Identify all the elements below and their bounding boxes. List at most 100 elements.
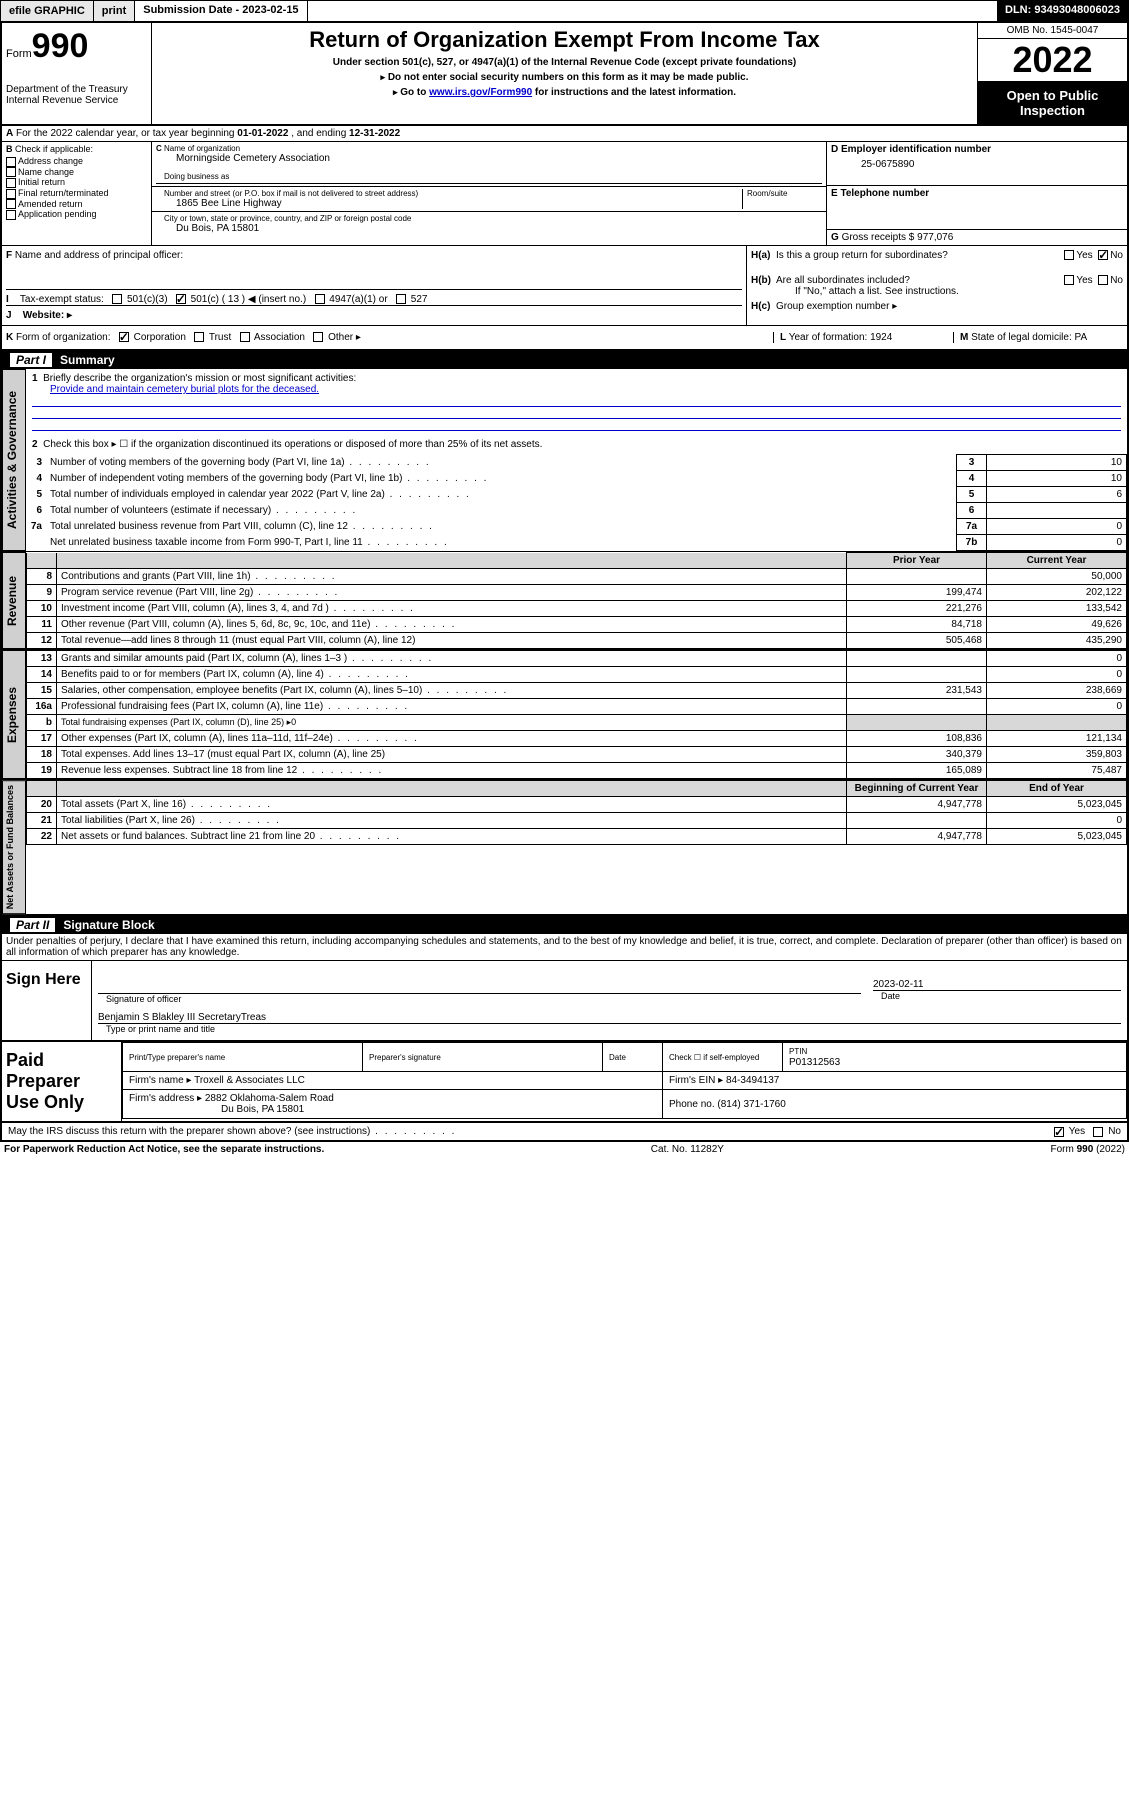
checkbox-4947[interactable] [315,294,325,304]
header-right: OMB No. 1545-0047 2022 Open to Public In… [977,23,1127,124]
dln: DLN: 93493048006023 [997,1,1128,21]
checkbox-discuss-yes[interactable] [1054,1127,1064,1137]
no-label-2: No [1110,275,1123,286]
checkbox-assoc[interactable] [240,332,250,342]
row-prior: 221,276 [847,601,987,617]
submission-date-value: 2023-02-15 [242,4,298,16]
omb-number: OMB No. 1545-0047 [978,23,1127,39]
row-text: Contributions and grants (Part VIII, lin… [61,571,337,582]
opt-501c3: 501(c)(3) [127,294,168,305]
room-label: Room/suite [747,189,822,198]
efile-graphic-label: efile GRAPHIC [1,1,94,21]
row-prior: 84,718 [847,617,987,633]
row-num: 4 [26,471,46,487]
label-ha: H(a) [751,250,770,261]
opt-501c: 501(c) ( 13 ) ◀ (insert no.) [191,294,307,305]
checkbox-ha-yes[interactable] [1064,250,1074,260]
page-footer: For Paperwork Reduction Act Notice, see … [0,1142,1129,1157]
checkbox-discuss-no[interactable] [1093,1127,1103,1137]
row-current: 121,134 [987,731,1127,747]
row-text: Professional fundraising fees (Part IX, … [61,701,409,712]
checkbox-hb-yes[interactable] [1064,275,1074,285]
yes-label-2: Yes [1076,275,1092,286]
row-num: 6 [26,503,46,519]
hdr-begin: Beginning of Current Year [847,781,987,797]
checkbox-address-change[interactable] [6,157,16,167]
dln-label: DLN: [1005,4,1034,16]
submission-date-label: Submission Date - [143,4,242,16]
box-b: B Check if applicable: Address change Na… [2,142,152,245]
row-num: 20 [27,797,57,813]
label-b: B [6,144,13,154]
section-net-assets: Net Assets or Fund Balances Beginning of… [0,780,1129,916]
ptin-label: PTIN [789,1047,807,1056]
row-text: Program service revenue (Part VIII, line… [61,587,339,598]
print-button[interactable]: print [94,1,135,21]
checkbox-other[interactable] [313,332,323,342]
form-word: Form [6,48,32,60]
row-prior: 340,379 [847,747,987,763]
checkbox-527[interactable] [396,294,406,304]
checkbox-final-return[interactable] [6,189,16,199]
yes-label-3: Yes [1069,1126,1085,1137]
form-title: Return of Organization Exempt From Incom… [158,27,971,53]
checkbox-501c[interactable] [176,294,186,304]
row-prior [847,569,987,585]
form-org-label: Form of organization: [16,332,111,343]
vtab-expenses: Expenses [2,650,26,779]
mission-text[interactable]: Provide and maintain cemetery burial plo… [50,384,319,395]
label-a: A [6,128,13,139]
year-formation-label: Year of formation: [789,332,870,343]
pra-notice: For Paperwork Reduction Act Notice, see … [4,1144,324,1155]
row-text: Total liabilities (Part X, line 26) [61,815,281,826]
row-val: 10 [987,455,1127,471]
box-b-title: Check if applicable: [15,144,93,154]
checkbox-501c3[interactable] [112,294,122,304]
row-text: Total expenses. Add lines 13–17 (must eq… [61,749,385,760]
firm-phone-label: Phone no. [669,1099,717,1110]
state-domicile: PA [1075,332,1088,343]
row-prior: 231,543 [847,683,987,699]
row-current: 0 [987,667,1127,683]
checkbox-amended[interactable] [6,199,16,209]
checkbox-name-change[interactable] [6,167,16,177]
tax-year-end: 12-31-2022 [349,128,400,139]
opt-address-change: Address change [18,156,83,166]
checkbox-initial-return[interactable] [6,178,16,188]
checkbox-corp[interactable] [119,332,129,342]
irs-link[interactable]: www.irs.gov/Form990 [429,87,532,98]
cat-no: Cat. No. 11282Y [651,1144,724,1155]
box-c: C Name of organization Morningside Cemet… [152,142,827,245]
net-assets-table: Beginning of Current YearEnd of Year 20T… [26,780,1127,845]
row-box: 3 [957,455,987,471]
row-num: 17 [27,731,57,747]
checkbox-hb-no[interactable] [1098,275,1108,285]
label-c: C [156,144,162,153]
header-sub1: Under section 501(c), 527, or 4947(a)(1)… [158,57,971,68]
section-klm: K Form of organization: Corporation Trus… [0,326,1129,351]
opt-4947: 4947(a)(1) or [329,294,387,305]
dba-label: Doing business as [156,172,822,181]
sign-date-label: Date [873,991,1121,1001]
checkbox-ha-no[interactable] [1098,250,1108,260]
part1-label: Part I [10,353,52,367]
firm-addr-label: Firm's address ▸ [129,1093,205,1104]
checkbox-trust[interactable] [194,332,204,342]
checkbox-app-pending[interactable] [6,210,16,220]
row-num: 10 [27,601,57,617]
row-num: 7a [26,519,46,535]
opt-app-pending: Application pending [18,209,97,219]
blank-line [32,419,1121,431]
vtab-net: Net Assets or Fund Balances [2,780,26,914]
row-text: Total unrelated business revenue from Pa… [50,521,434,532]
row-text: Revenue less expenses. Subtract line 18 … [61,765,383,776]
row-prior [847,667,987,683]
officer-name: Benjamin S Blakley III SecretaryTreas [98,1012,1121,1023]
row-text: Total fundraising expenses (Part IX, col… [61,717,296,727]
row-current: 0 [987,651,1127,667]
row-val: 0 [987,535,1127,551]
row-end: 5,023,045 [987,797,1127,813]
principal-officer-label: Name and address of principal officer: [15,250,183,261]
prep-self-label: Check ☐ if self-employed [669,1053,759,1062]
row-text: Other expenses (Part IX, column (A), lin… [61,733,419,744]
